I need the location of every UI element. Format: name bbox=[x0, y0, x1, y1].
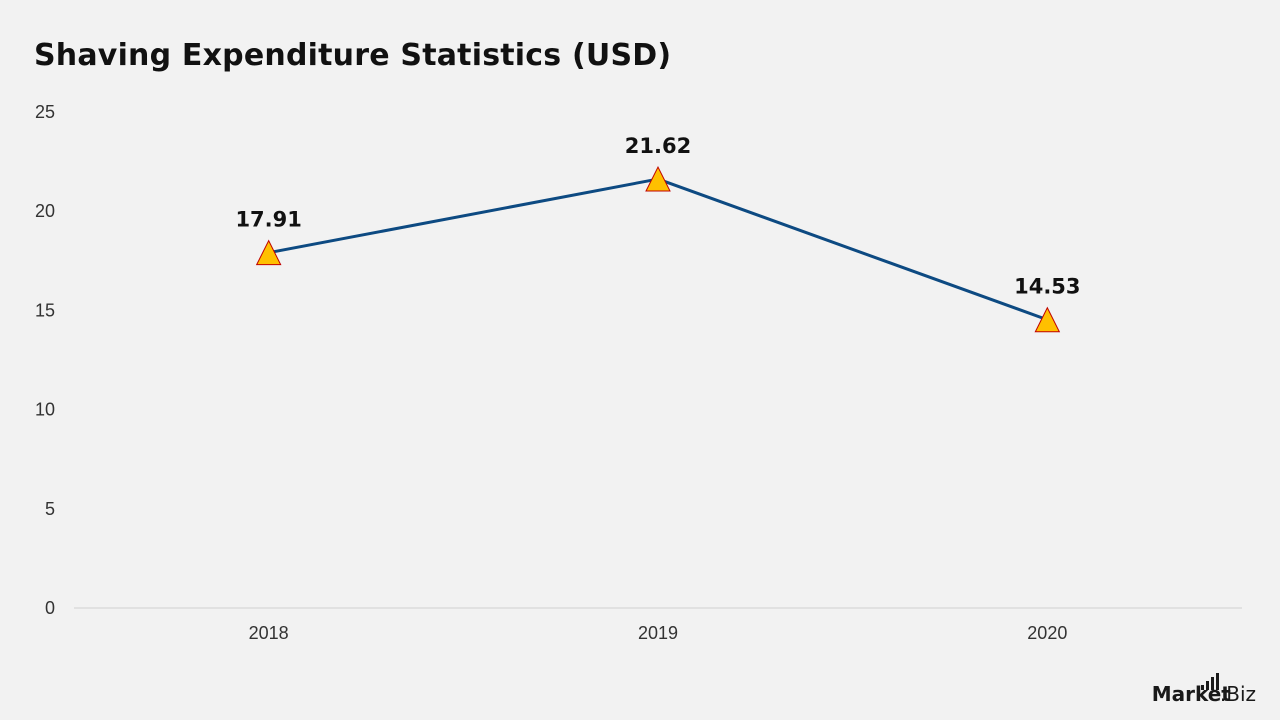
y-tick-label: 0 bbox=[45, 598, 55, 618]
x-tick-label: 2020 bbox=[1027, 623, 1067, 643]
data-label: 14.53 bbox=[1014, 275, 1080, 299]
brand-suffix: .Biz bbox=[1219, 682, 1256, 706]
y-tick-label: 5 bbox=[45, 499, 55, 519]
x-tick-label: 2018 bbox=[249, 623, 289, 643]
data-label: 21.62 bbox=[625, 134, 691, 158]
y-tick-label: 25 bbox=[35, 102, 55, 122]
brand-logo: Market .Biz bbox=[1152, 673, 1256, 706]
data-point-marker bbox=[1034, 306, 1061, 333]
data-point-marker bbox=[255, 239, 282, 266]
y-tick-label: 20 bbox=[35, 201, 55, 221]
series-line bbox=[268, 177, 1048, 322]
y-tick-label: 15 bbox=[35, 300, 55, 320]
series: 17.91 21.62 14.53 bbox=[235, 134, 1081, 333]
x-axis: 2018 2019 2020 bbox=[74, 607, 1242, 643]
data-label: 17.91 bbox=[235, 208, 301, 232]
y-tick-label: 10 bbox=[35, 400, 55, 420]
data-point-marker bbox=[645, 165, 671, 192]
x-tick-label: 2019 bbox=[638, 623, 678, 643]
chart-title: Shaving Expenditure Statistics (USD) bbox=[34, 38, 672, 73]
brand-bars-icon bbox=[1200, 673, 1219, 690]
y-axis: 0 5 10 15 20 25 bbox=[35, 102, 55, 618]
